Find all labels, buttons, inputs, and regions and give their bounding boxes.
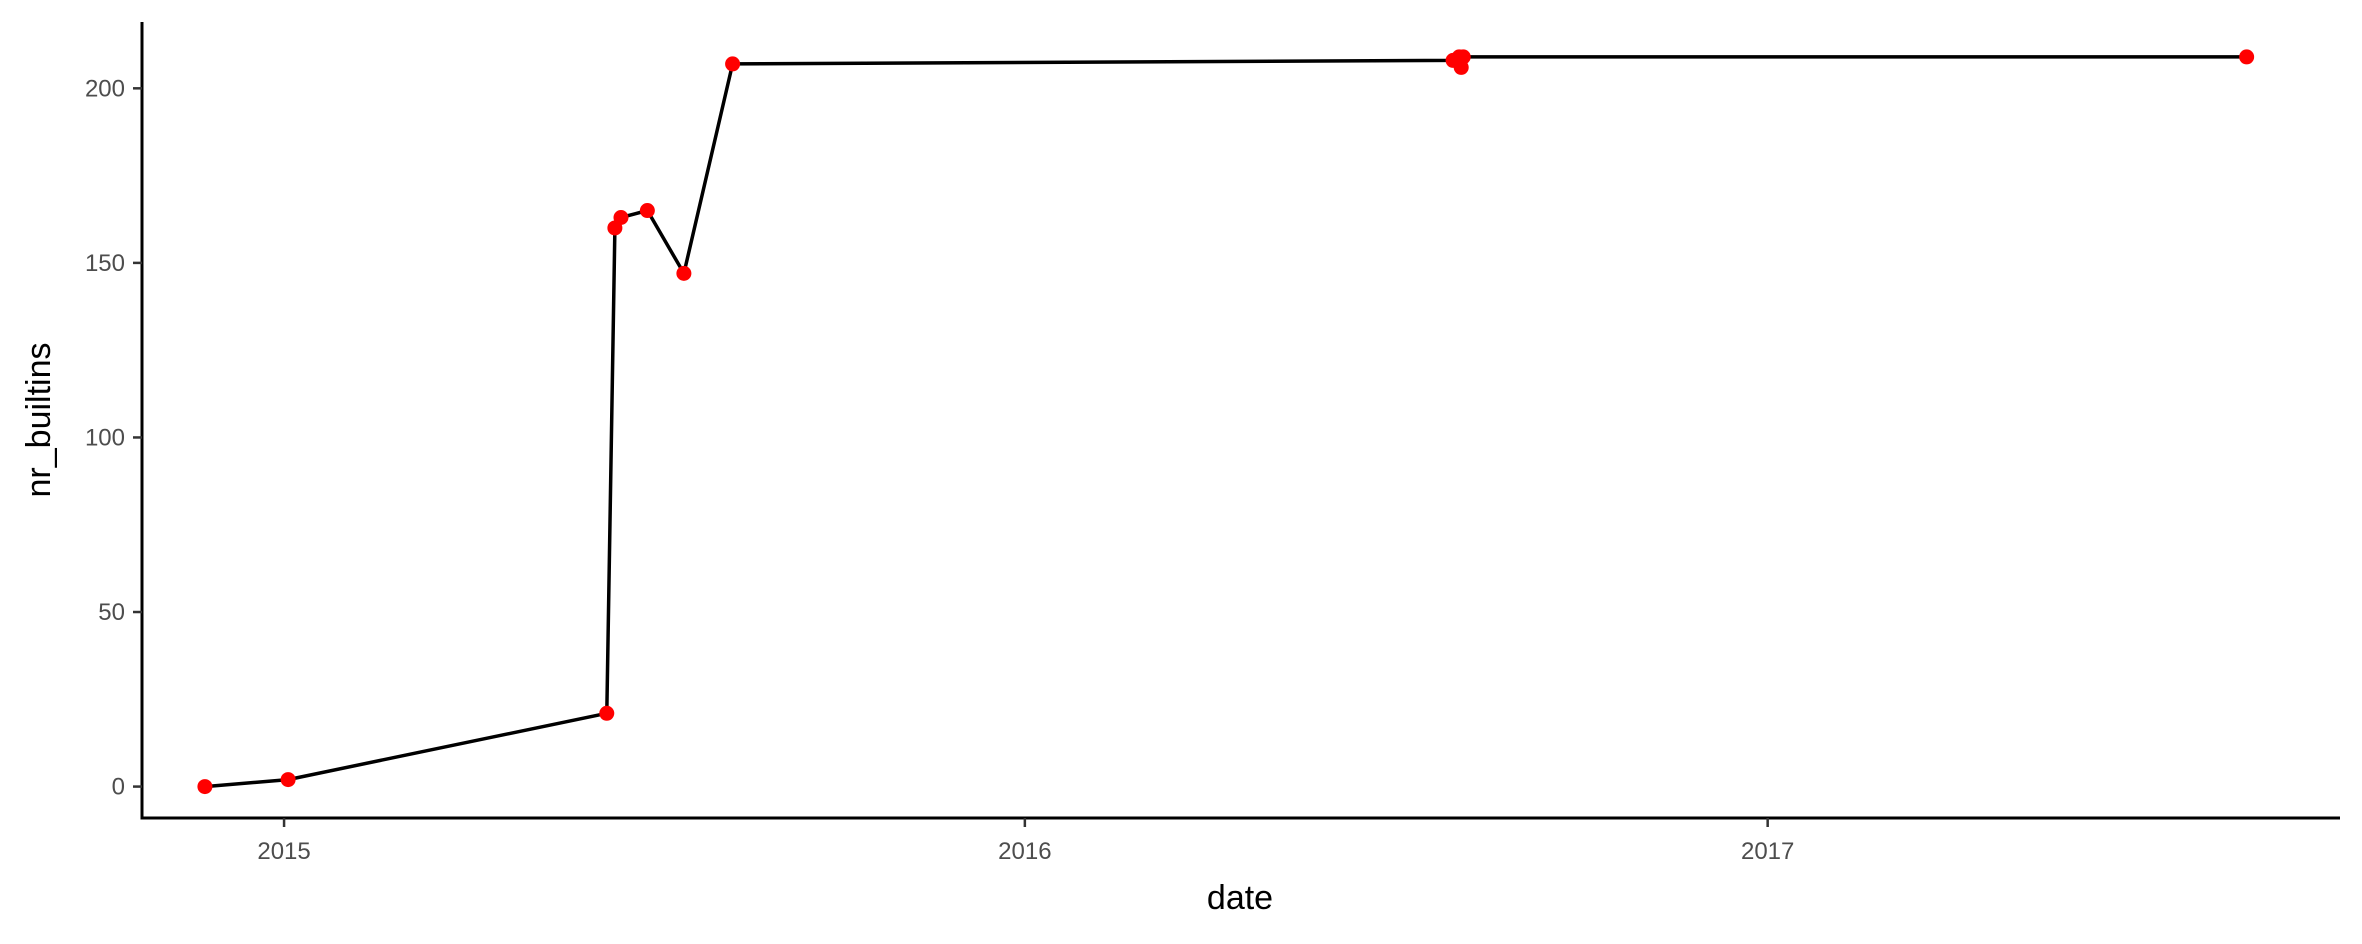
data-point xyxy=(197,779,213,795)
x-ticks: 2015 2016 2017 xyxy=(257,818,1794,865)
y-ticks: 0 50 100 150 200 xyxy=(85,75,142,801)
axes xyxy=(140,22,2340,820)
data-point xyxy=(725,56,741,72)
data-point xyxy=(280,772,296,788)
x-tick-label: 2015 xyxy=(257,838,310,865)
data-point xyxy=(2239,49,2255,65)
series-layer xyxy=(197,49,2255,795)
y-tick-label: 0 xyxy=(112,774,125,801)
y-tick-label: 200 xyxy=(85,75,125,102)
y-tick-label: 50 xyxy=(98,599,125,626)
x-axis-title: date xyxy=(1207,879,1273,917)
data-point xyxy=(613,210,629,226)
data-point xyxy=(1455,49,1471,65)
y-tick-label: 100 xyxy=(85,424,125,451)
y-axis-title: nr_builtins xyxy=(20,343,58,498)
data-point xyxy=(639,203,655,219)
x-tick-label: 2016 xyxy=(998,838,1051,865)
x-tick-label: 2017 xyxy=(1741,838,1794,865)
series-line xyxy=(204,55,2247,789)
y-tick-label: 150 xyxy=(85,250,125,277)
data-point xyxy=(676,265,692,281)
data-point xyxy=(599,705,615,721)
